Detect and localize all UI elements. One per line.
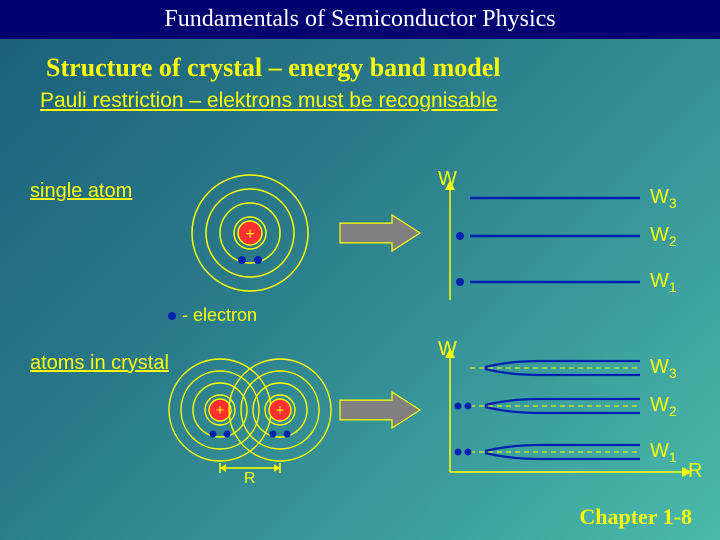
label-w3-bot: W3 [650, 356, 677, 381]
footer-chapter: Chapter 1-8 [579, 504, 692, 530]
label-w1-top: W1 [650, 270, 677, 295]
label-w2-top: W2 [650, 224, 677, 249]
label-w1-bot: W1 [650, 440, 677, 465]
axis-w-bottom: W [438, 338, 457, 361]
legend-text: - electron [182, 305, 257, 325]
axis-w-top: W [438, 168, 457, 191]
label-w3-top: W3 [650, 186, 677, 211]
legend-electron: - electron [168, 305, 257, 326]
label-single-atom: single atom [30, 180, 132, 203]
title-bar: Fundamentals of Semiconductor Physics [0, 0, 720, 39]
title-text: Fundamentals of Semiconductor Physics [164, 6, 555, 32]
svg-text:+: + [276, 402, 285, 419]
label-atoms-in-crystal: atoms in crystal [30, 352, 169, 375]
axis-r-bottom: R [688, 460, 702, 483]
electron-dot-icon [168, 312, 176, 320]
span-r-label: R [244, 470, 256, 488]
svg-text:+: + [216, 402, 225, 419]
label-w2-bot: W2 [650, 394, 677, 419]
main-heading: Structure of crystal – energy band model [46, 53, 720, 83]
sub-heading: Pauli restriction – elektrons must be re… [40, 89, 720, 113]
svg-text:+: + [245, 226, 254, 243]
